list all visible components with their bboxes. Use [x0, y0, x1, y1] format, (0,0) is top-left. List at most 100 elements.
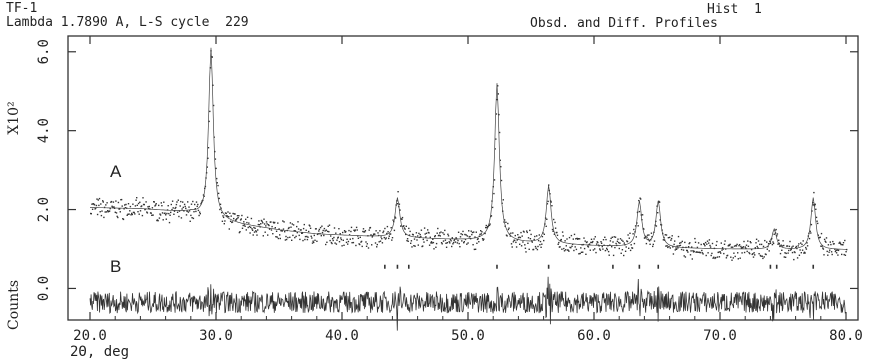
- observed-point: [168, 212, 170, 215]
- observed-point: [265, 225, 267, 227]
- y-tick-label: 0.0: [36, 276, 52, 301]
- plot-frame: [67, 35, 859, 321]
- observed-point: [545, 225, 547, 227]
- observed-point: [763, 256, 765, 258]
- observed-point: [382, 231, 384, 234]
- observed-point: [400, 225, 402, 227]
- observed-point: [740, 247, 743, 249]
- observed-point: [553, 233, 556, 235]
- observed-point: [762, 257, 764, 260]
- observed-point: [526, 230, 528, 232]
- x-tick-label: 30.0: [199, 328, 233, 344]
- observed-point: [672, 253, 675, 255]
- observed-point: [601, 245, 603, 248]
- observed-point: [473, 231, 475, 233]
- observed-point: [377, 232, 379, 234]
- observed-point: [424, 233, 426, 235]
- observed-point: [466, 235, 469, 237]
- observed-point: [739, 257, 741, 259]
- observed-point: [398, 203, 401, 205]
- observed-point: [816, 220, 818, 222]
- y-tick-label: 4.0: [36, 118, 52, 143]
- observed-point: [131, 212, 133, 215]
- y-tick-label: 2.0: [36, 197, 52, 222]
- observed-point: [435, 246, 437, 248]
- observed-point: [655, 225, 658, 227]
- observed-point: [202, 194, 205, 196]
- observed-point: [254, 227, 256, 229]
- observed-point: [652, 243, 654, 246]
- observed-point: [761, 255, 763, 257]
- observed-point: [364, 231, 366, 233]
- observed-point: [738, 245, 740, 247]
- observed-point: [190, 203, 193, 205]
- observed-point: [233, 217, 235, 220]
- observed-point: [781, 249, 783, 251]
- observed-point: [393, 229, 396, 232]
- observed-point: [796, 257, 799, 259]
- observed-point: [413, 238, 416, 240]
- sample-id: TF-1: [6, 1, 38, 16]
- observed-point: [374, 242, 377, 244]
- observed-point: [737, 258, 739, 260]
- observed-point: [784, 256, 787, 258]
- x-tick-label: 40.0: [325, 328, 359, 344]
- observed-point: [114, 211, 116, 213]
- observed-point: [798, 243, 800, 245]
- observed-point: [304, 235, 307, 238]
- observed-point: [178, 210, 181, 212]
- observed-point: [391, 237, 394, 239]
- observed-point: [133, 211, 135, 214]
- observed-point: [91, 203, 93, 205]
- observed-point: [430, 241, 433, 243]
- observed-point: [472, 244, 474, 246]
- observed-point: [410, 240, 413, 242]
- y-axis: 0.0 2.0 4.0 6.0: [36, 39, 858, 301]
- observed-point: [442, 240, 445, 242]
- observed-point: [222, 216, 225, 219]
- observed-point: [350, 226, 353, 229]
- observed-point: [475, 231, 477, 233]
- observed-point: [376, 243, 378, 246]
- observed-point: [672, 246, 674, 248]
- observed-point: [583, 247, 586, 250]
- observed-point: [611, 236, 613, 238]
- observed-point: [789, 240, 791, 243]
- observed-point: [644, 236, 646, 239]
- observed-point: [437, 227, 439, 230]
- observed-point: [306, 238, 309, 241]
- observed-point: [453, 239, 455, 242]
- observed-point: [529, 229, 531, 232]
- observed-point: [625, 246, 627, 248]
- observed-point: [228, 216, 230, 218]
- observed-point: [365, 245, 368, 247]
- observed-point: [652, 245, 654, 248]
- observed-point: [760, 243, 763, 246]
- observed-point: [134, 205, 137, 207]
- observed-point: [556, 231, 558, 234]
- observed-point: [481, 231, 483, 233]
- observed-point: [734, 255, 736, 258]
- observed-point: [272, 233, 274, 235]
- observed-point: [836, 249, 838, 251]
- observed-point: [514, 239, 516, 242]
- observed-point: [662, 239, 665, 241]
- observed-point: [842, 244, 844, 246]
- observed-point: [694, 237, 696, 240]
- observed-point: [190, 214, 192, 217]
- observed-point: [735, 245, 738, 247]
- observed-point: [715, 244, 717, 246]
- observed-point: [200, 201, 203, 204]
- observed-point: [641, 214, 644, 216]
- observed-point: [191, 217, 193, 219]
- y-axis-label: Counts: [6, 280, 22, 330]
- observed-point: [336, 239, 338, 241]
- observed-point: [399, 209, 401, 211]
- observed-point: [731, 259, 733, 261]
- observed-point: [627, 234, 629, 236]
- observed-point: [335, 243, 338, 245]
- observed-point: [815, 216, 818, 219]
- observed-point: [557, 243, 559, 245]
- observed-point: [294, 230, 297, 232]
- observed-point: [449, 242, 451, 244]
